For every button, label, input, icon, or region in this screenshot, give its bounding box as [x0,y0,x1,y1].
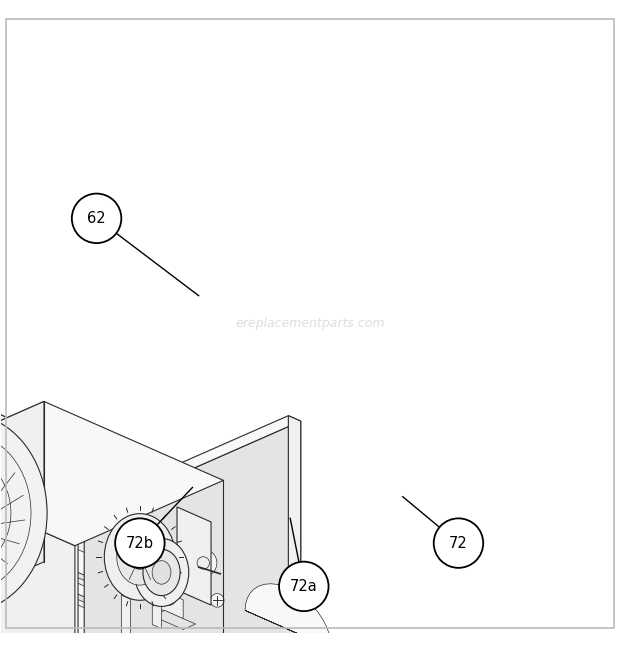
Polygon shape [153,586,183,619]
Polygon shape [35,531,267,644]
Ellipse shape [135,538,188,606]
Circle shape [190,549,217,576]
Ellipse shape [117,529,163,585]
Circle shape [197,556,210,569]
Circle shape [279,562,329,611]
Text: 72b: 72b [126,536,154,551]
Circle shape [81,527,94,539]
Polygon shape [0,541,201,647]
Polygon shape [0,553,217,647]
Ellipse shape [143,549,180,596]
Polygon shape [0,511,360,647]
Ellipse shape [152,561,171,584]
Polygon shape [4,540,236,647]
Polygon shape [288,415,301,635]
Polygon shape [50,511,360,647]
Polygon shape [0,466,75,647]
Ellipse shape [104,514,175,600]
Ellipse shape [130,545,150,569]
Polygon shape [153,576,162,629]
Polygon shape [84,421,301,647]
Circle shape [159,587,177,606]
Polygon shape [0,531,223,647]
Text: 72: 72 [449,536,468,551]
Circle shape [72,193,122,243]
Polygon shape [122,582,162,599]
Polygon shape [0,401,223,545]
Polygon shape [0,551,211,647]
Ellipse shape [0,414,47,612]
Circle shape [164,592,172,601]
Circle shape [434,518,483,568]
Polygon shape [0,540,236,647]
Polygon shape [10,542,242,647]
Circle shape [185,583,199,597]
Polygon shape [245,584,344,647]
Text: 62: 62 [87,211,106,226]
Circle shape [210,593,224,607]
Text: 72a: 72a [290,579,317,594]
Circle shape [115,518,165,568]
Polygon shape [122,589,131,642]
Polygon shape [0,551,211,647]
Polygon shape [177,507,211,605]
Polygon shape [72,415,301,516]
Polygon shape [0,364,78,647]
Polygon shape [0,401,44,627]
Circle shape [260,606,273,618]
Polygon shape [153,610,195,630]
Text: ereplacementparts.com: ereplacementparts.com [235,317,385,330]
Polygon shape [0,364,78,452]
